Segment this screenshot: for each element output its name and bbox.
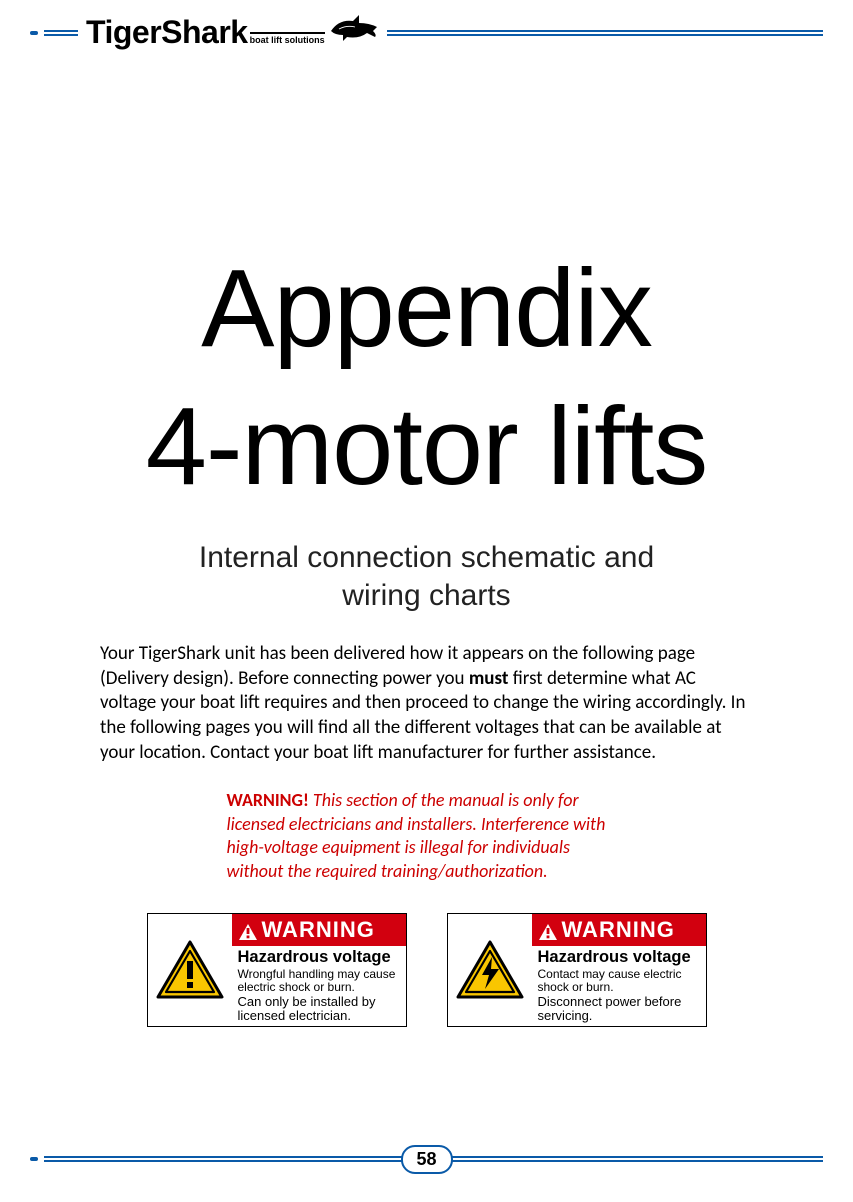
warning-label-2-header: WARNING — [532, 914, 706, 946]
subtitle: Internal connection schematic and wiring… — [50, 539, 803, 614]
warning-label-1: WARNING Hazardrous voltage Wrongful hand… — [147, 913, 407, 1027]
warning-label-1-header: WARNING — [232, 914, 406, 946]
hazard-triangle-icon — [148, 914, 232, 1026]
page-number: 58 — [400, 1145, 452, 1174]
warning-label-2-line2: Disconnect power before servicing. — [538, 995, 700, 1022]
warning-label-2-line1: Contact may cause electric shock or burn… — [538, 968, 700, 993]
brand-name: TigerShark — [86, 16, 248, 48]
warning-label-1-textblock: Hazardrous voltage Wrongful handling may… — [232, 946, 406, 1026]
body-must: must — [469, 667, 509, 690]
warning-label-2-textblock: Hazardrous voltage Contact may cause ele… — [532, 946, 706, 1026]
warning-label-2-body: WARNING Hazardrous voltage Contact may c… — [532, 914, 706, 1026]
warning-label-2-haz: Hazardrous voltage — [538, 948, 700, 967]
warning-label-1-line2: Can only be installed by licensed electr… — [238, 995, 400, 1022]
brand-tagline: boat lift solutions — [250, 32, 325, 45]
brand-logo: TigerShark boat lift solutions — [78, 10, 387, 54]
alert-icon — [538, 921, 558, 939]
title-block: Appendix 4-motor lifts Internal connecti… — [50, 240, 803, 614]
document-page: TigerShark boat lift solutions Appendix … — [0, 0, 853, 1202]
warning-label-1-body: WARNING Hazardrous voltage Wrongful hand… — [232, 914, 406, 1026]
bolt-triangle-icon — [448, 914, 532, 1026]
brand-tagline-block: boat lift solutions — [250, 29, 325, 48]
warning-label-1-line1: Wrongful handling may cause electric sho… — [238, 968, 400, 993]
subtitle-line-2: wiring charts — [342, 579, 510, 612]
warning-label-2: WARNING Hazardrous voltage Contact may c… — [447, 913, 707, 1027]
shark-icon — [329, 13, 379, 43]
red-warning-lead: WARNING! — [227, 789, 309, 811]
intro-paragraph: Your TigerShark unit has been delivered … — [100, 642, 753, 765]
alert-icon — [238, 921, 258, 939]
warning-label-1-header-text: WARNING — [262, 917, 375, 943]
warning-labels-row: WARNING Hazardrous voltage Wrongful hand… — [50, 913, 803, 1027]
title-line-1: Appendix — [50, 240, 803, 378]
subtitle-line-1: Internal connection schematic and — [199, 541, 654, 574]
rule-dot — [30, 1157, 38, 1161]
warning-label-1-haz: Hazardrous voltage — [238, 948, 400, 967]
rule-dot — [30, 31, 38, 35]
warning-label-2-header-text: WARNING — [562, 917, 675, 943]
red-warning-paragraph: WARNING! This section of the manual is o… — [227, 789, 627, 883]
title-line-2: 4-motor lifts — [50, 378, 803, 516]
